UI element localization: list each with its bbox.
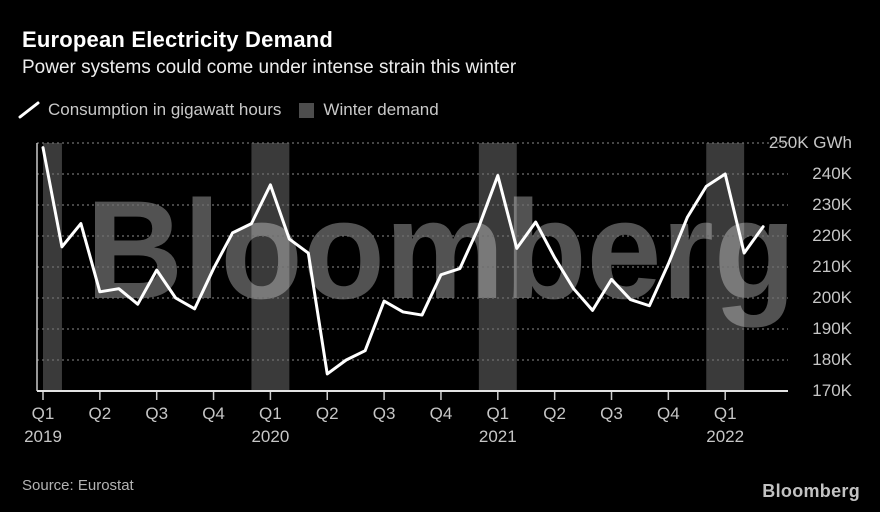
x-tick-label: Q2 (543, 404, 566, 423)
x-year-label: 2022 (706, 427, 745, 446)
x-tick-label: Q3 (145, 404, 169, 423)
page-title: European Electricity Demand (22, 27, 334, 52)
bloomberg-watermark: Bloomberg (86, 171, 796, 328)
winter-demand-swatch (299, 102, 315, 118)
y-axis-label: 180K (812, 350, 852, 369)
y-axis-label: 230K (812, 195, 852, 214)
x-tick-label: Q1 (486, 404, 510, 423)
x-tick-label: Q2 (315, 404, 339, 423)
x-tick-label: Q3 (600, 404, 623, 423)
x-tick-label: Q1 (259, 404, 282, 423)
x-tick-label: Q4 (202, 404, 225, 423)
y-axis-label: 220K (812, 226, 852, 245)
bloomberg-logo: Bloomberg (762, 481, 860, 501)
x-tick-label: Q1 (713, 404, 737, 423)
consumption-line (41, 146, 765, 376)
x-tick-label: Q3 (372, 404, 396, 423)
x-tick-label: Q1 (31, 404, 55, 423)
y-axis-label: 190K (812, 319, 852, 338)
x-tick-label: Q4 (429, 404, 453, 423)
page-subtitle: Power systems could come under intense s… (22, 57, 517, 78)
source-note: Source: Eurostat (22, 477, 134, 494)
y-axis-label: 170K (812, 381, 852, 400)
x-tick-label: Q4 (657, 404, 680, 423)
line-series-icon (18, 101, 40, 119)
y-axis-label: 240K (812, 164, 852, 183)
legend-consumption-label: Consumption in gigawatt hours (48, 100, 282, 119)
x-year-label: 2020 (251, 427, 290, 446)
y-axis-label: 200K (812, 288, 852, 307)
legend-winter-demand-label: Winter demand (323, 100, 439, 119)
legend: Consumption in gigawatt hours Winter dem… (18, 100, 439, 120)
x-year-label: 2021 (478, 427, 517, 446)
x-tick-label: Q2 (88, 404, 112, 423)
legend-item-winter-demand: Winter demand (299, 100, 439, 120)
y-axis-label: 210K (812, 257, 852, 276)
x-year-label: 2019 (24, 427, 62, 446)
legend-item-consumption: Consumption in gigawatt hours (18, 100, 281, 120)
y-axis-label: 250K GWh (768, 133, 852, 152)
